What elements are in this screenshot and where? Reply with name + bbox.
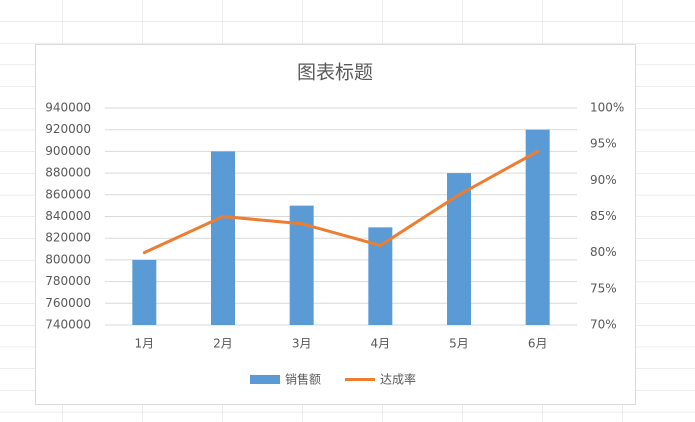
y2-tick-label: 85% [590, 209, 617, 223]
x-tick-label: 3月 [292, 337, 312, 351]
legend-swatch [250, 375, 280, 384]
y-tick-label: 920000 [45, 122, 91, 136]
legend-label: 销售额 [285, 372, 321, 387]
y-tick-label: 940000 [45, 101, 91, 115]
y2-tick-label: 95% [590, 137, 617, 151]
bar [132, 259, 157, 325]
y2-tick-label: 80% [590, 245, 617, 259]
x-tick-label: 2月 [213, 337, 233, 351]
legend-label: 达成率 [380, 372, 416, 387]
y-tick-label: 760000 [45, 296, 91, 310]
y-tick-label: 820000 [45, 231, 91, 245]
y2-tick-label: 75% [590, 281, 617, 295]
x-tick-label: 6月 [528, 337, 548, 351]
y2-tick-label: 70% [590, 318, 617, 332]
y-tick-label: 860000 [45, 187, 91, 201]
y-tick-label: 740000 [45, 318, 91, 332]
y2-tick-label: 90% [590, 173, 617, 187]
bar [211, 151, 235, 325]
y-tick-label: 880000 [45, 166, 91, 180]
x-tick-label: 4月 [371, 337, 391, 351]
y-tick-label: 780000 [45, 274, 91, 288]
y-tick-label: 840000 [45, 209, 91, 223]
chart-title: 图表标题 [297, 62, 373, 84]
x-tick-label: 5月 [449, 337, 469, 351]
bar [525, 129, 550, 325]
line [142, 149, 540, 255]
y-tick-label: 800000 [45, 252, 91, 266]
y2-tick-label: 100% [590, 101, 624, 115]
y-tick-label: 900000 [45, 144, 91, 158]
x-tick-label: 1月 [135, 337, 155, 351]
